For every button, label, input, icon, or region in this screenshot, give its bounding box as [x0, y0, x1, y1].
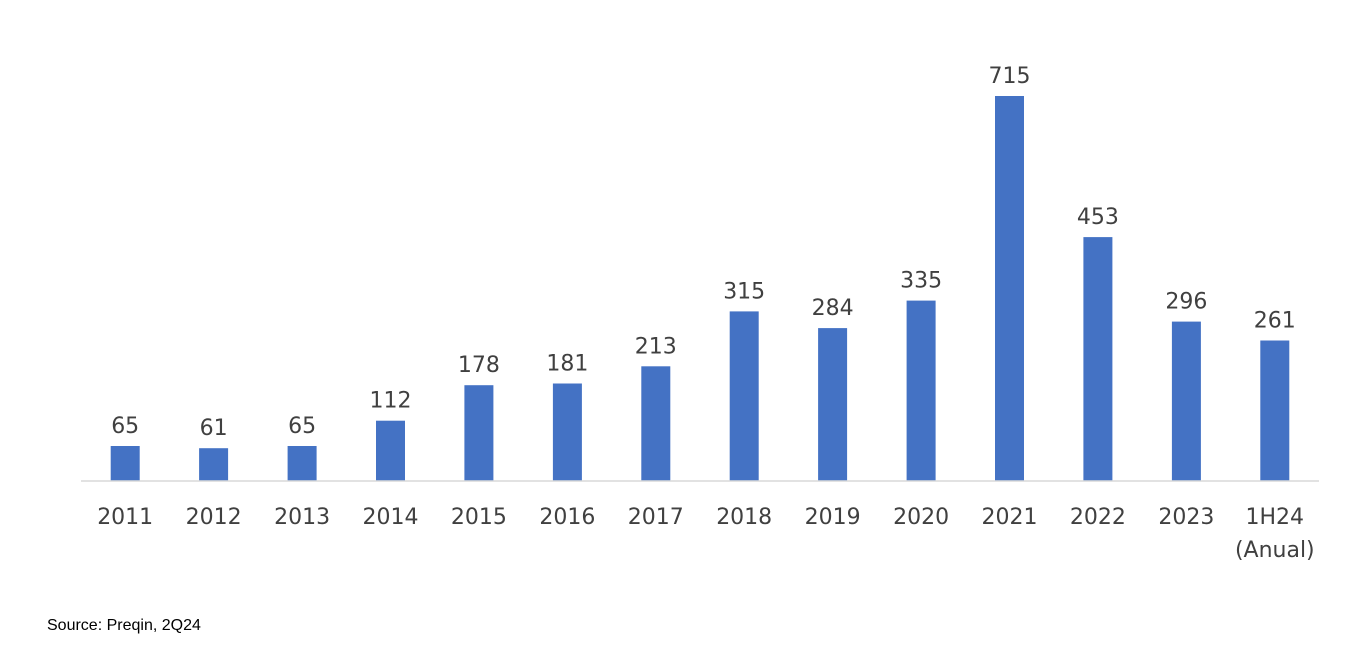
bar-2016	[552, 383, 582, 481]
x-tick-label-line: 2020	[893, 505, 949, 530]
bars-group	[110, 96, 1290, 481]
x-tick-label-line: 1H24	[1246, 505, 1305, 530]
data-label: 453	[1077, 205, 1119, 230]
x-tick-label: 1H24 (Anual)	[1235, 505, 1315, 563]
bar-1h24-anual-	[1260, 340, 1290, 481]
x-tick-label: 2017	[628, 505, 684, 530]
x-tick-label: 2016	[539, 505, 595, 530]
x-tick-label-line: 2023	[1158, 505, 1214, 530]
bar-2022	[1083, 237, 1113, 481]
data-label: 315	[723, 279, 765, 304]
bar-2018	[729, 311, 759, 481]
x-tick-label: 2018	[716, 505, 772, 530]
x-tick-label-line: 2022	[1070, 505, 1126, 530]
x-tick-label-line: 2011	[97, 505, 153, 530]
bar-2017	[641, 366, 671, 481]
x-tick-label-line: 2015	[451, 505, 507, 530]
x-tick-label: 2023	[1158, 505, 1214, 530]
x-tick-label-line: 2021	[982, 505, 1038, 530]
data-label: 178	[458, 353, 500, 378]
data-label: 61	[200, 416, 228, 441]
x-tick-label: 2021	[982, 505, 1038, 530]
data-label: 181	[546, 352, 588, 377]
x-tick-label-line: 2017	[628, 505, 684, 530]
x-tick-label: 2011	[97, 505, 153, 530]
x-tick-label-line: 2016	[539, 505, 595, 530]
x-tick-label-line: (Anual)	[1235, 538, 1315, 563]
bar-2014	[376, 420, 405, 481]
data-label: 213	[635, 334, 677, 359]
x-tick-label-line: 2012	[186, 505, 242, 530]
data-label: 65	[288, 414, 316, 439]
x-tick-label: 2012	[186, 505, 242, 530]
data-labels-group: 65 61 65 112 178 181 213 315 284 335 715 453 296 261	[111, 64, 1296, 441]
data-label: 296	[1165, 290, 1207, 315]
x-tick-label: 2014	[363, 505, 419, 530]
x-tick-label: 2013	[274, 505, 330, 530]
source-note: Source: Preqin, 2Q24	[47, 617, 201, 634]
bar-2015	[464, 385, 494, 481]
x-tick-label-line: 2018	[716, 505, 772, 530]
bar-2013	[287, 446, 317, 481]
data-label: 112	[370, 389, 412, 414]
x-tick-label: 2022	[1070, 505, 1126, 530]
data-label: 715	[989, 64, 1031, 89]
bar-2011	[110, 446, 140, 481]
bar-2023	[1171, 321, 1201, 481]
data-label: 335	[900, 269, 942, 294]
bar-2019	[818, 328, 848, 481]
data-label: 261	[1254, 309, 1296, 334]
x-tick-label-line: 2013	[274, 505, 330, 530]
x-tick-label: 2019	[805, 505, 861, 530]
data-label: 284	[812, 296, 854, 321]
x-tick-label-line: 2014	[363, 505, 419, 530]
x-tick-labels-group: 2011 2012 2013 2014 2015 2016 2017 2018 2019 2020…	[97, 505, 1314, 563]
bar-2020	[906, 300, 936, 481]
bar-2021	[995, 96, 1024, 481]
bar-2012	[199, 448, 229, 481]
x-tick-label: 2020	[893, 505, 949, 530]
data-label: 65	[111, 414, 139, 439]
x-tick-label: 2015	[451, 505, 507, 530]
x-tick-label-line: 2019	[805, 505, 861, 530]
